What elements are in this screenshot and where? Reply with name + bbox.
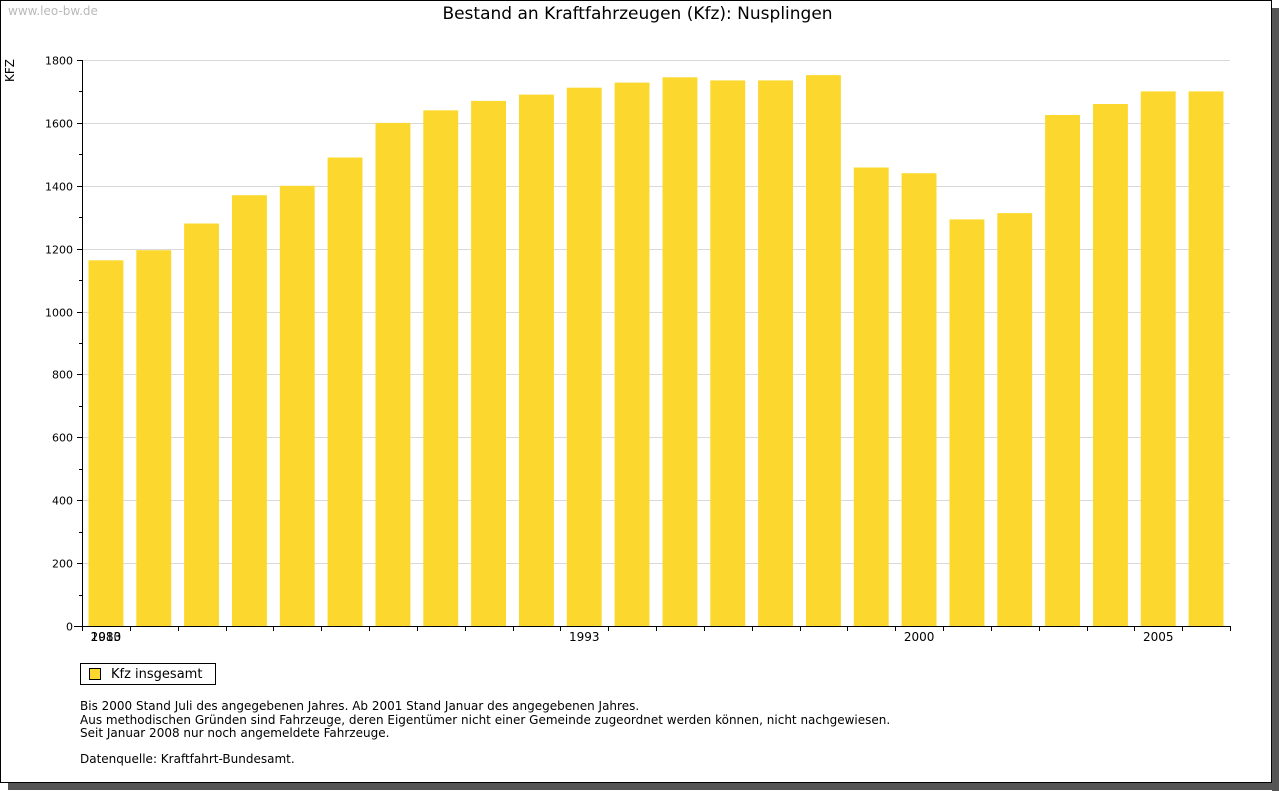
y-tick-label: 1800 [45,55,73,68]
bar [710,80,746,626]
bar [375,122,411,627]
x-tick-label: 1983 [91,630,122,644]
bar [1045,115,1080,626]
data-source: Datenquelle: Kraftfahrt-Bundesamt. [80,752,295,766]
y-tick-label: 600 [52,432,73,445]
watermark: www.leo-bw.de [8,4,98,18]
y-tick-label: 1200 [45,244,73,257]
bar [136,250,172,626]
bar [279,185,315,627]
bar [853,167,889,626]
bar [471,100,506,626]
footnotes: Bis 2000 Stand Juli des angegebenen Jahr… [80,699,891,741]
bar [1188,91,1224,626]
chart-title: Bestand an Kraftfahrzeugen (Kfz): Nuspli… [442,4,833,24]
bar [614,82,650,627]
bar [949,219,985,626]
bar [1140,91,1176,626]
frame-shadow-right [1272,8,1279,791]
y-tick-label: 400 [52,495,73,508]
footnote-line: Aus methodischen Gründen sind Fahrzeuge,… [80,712,891,727]
bar [327,157,363,626]
y-tick-label: 200 [52,558,73,571]
x-tick-label: 2000 [904,630,935,644]
bar [662,77,698,627]
frame-shadow-bottom [8,783,1279,790]
bar [997,213,1033,626]
footnote-line: Bis 2000 Stand Juli des angegebenen Jahr… [80,699,640,713]
bar [758,80,793,626]
legend: Kfz insgesamt [80,663,216,685]
bar [566,87,602,626]
bar [184,223,219,626]
bar [423,110,459,627]
bar [519,94,554,627]
x-tick-label: 1993 [569,630,600,644]
legend-swatch [89,668,101,680]
bar-chart: 0 200 400 600 800 1000 1200 1400 1600 1800 1983 199… [45,55,1231,644]
bar [232,195,267,626]
bar [88,260,124,626]
bar [806,75,841,627]
footnote-line: Seit Januar 2008 nur noch angemeldete Fa… [80,726,390,740]
y-tick-label: 0 [66,621,73,634]
y-tick-label: 800 [52,369,73,382]
y-tick-label: 1400 [45,181,73,194]
x-tick-label: 2005 [1143,630,1174,644]
legend-label: Kfz insgesamt [111,666,203,682]
bar [901,173,937,626]
y-tick-label: 1600 [45,118,73,131]
y-tick-label: 1000 [45,307,73,320]
x-tick-label: 2010 [91,630,122,644]
bar [1093,104,1128,626]
